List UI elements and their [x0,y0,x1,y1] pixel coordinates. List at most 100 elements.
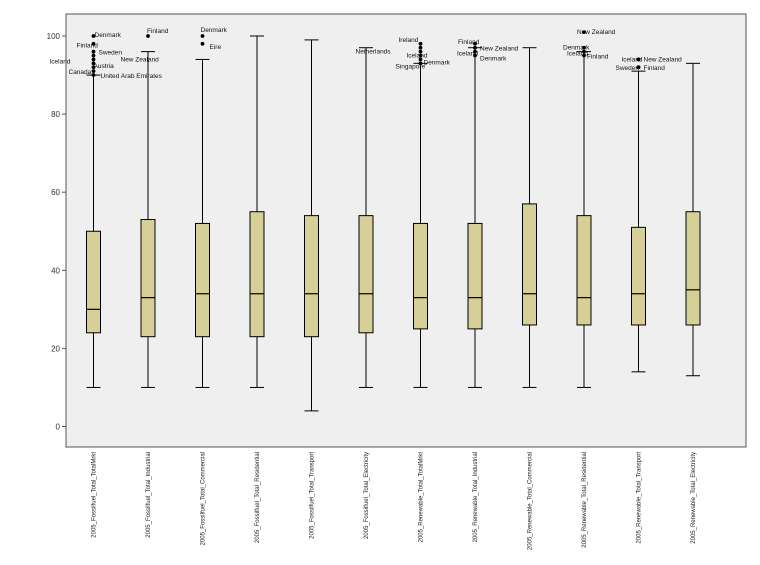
outlier-label: Iceland [407,53,428,60]
y-tick-label: 100 [47,32,61,41]
outlier-point [91,49,96,54]
iqr-box [304,215,319,338]
outlier-point [418,45,423,50]
box-5 [304,39,319,412]
outlier-point [473,45,477,50]
x-category-label: 2005_Fossilfuel_Total_Industrial [146,452,152,538]
outlier-label: Iceland [622,56,643,63]
iqr-box [467,222,483,330]
outlier-label: Finland [147,28,169,35]
iqr-box [358,215,374,334]
iqr-box [249,211,265,338]
outlier-label: Sweden [99,50,123,57]
x-category-label: 2005_Renewable_Total_Electricity [691,452,697,544]
outlier-label: Canada [69,69,92,76]
outlier-point [91,57,96,62]
outlier-point [418,61,423,66]
outlier-label: Austria [94,63,115,70]
y-axis: 0 20 40 60 80 100 [47,32,66,432]
outlier-label: Netherlands [356,49,392,56]
box-12 [685,62,701,377]
outlier-label: Eire [210,44,222,51]
outlier-point [473,49,477,54]
outlier-label: United Arab Emirates [101,73,163,80]
y-tick-label: 60 [51,188,60,197]
y-tick-label: 20 [51,344,60,353]
outlier-label: Iceland [567,51,588,58]
outlier-point [200,41,205,46]
x-category-label: 2005_Fossilfuel_Total_TotalMrkt [92,452,98,538]
iqr-box [576,215,592,326]
box-1 [86,74,101,388]
outlier-point [91,41,96,46]
outlier-label: Denmark [563,45,590,52]
outlier-point [636,65,641,70]
iqr-box [631,226,646,326]
outlier-label: Denmark [201,27,228,34]
x-category-label: 2005_Renewable_Total_Residential [582,452,588,548]
y-tick-label: 40 [51,266,60,275]
outlier-label: New Zealand [577,29,616,36]
x-category-label: 2005_Renewable_Total_Industrial [473,452,479,542]
box-9 [522,47,537,388]
outlier-point [91,69,96,74]
outlier-point [582,53,586,58]
outlier-point [582,45,586,50]
outlier-label: Finland [77,43,99,50]
outlier-point [473,53,477,58]
box-10 [576,51,592,388]
outlier-point [91,65,96,70]
box-11 [631,70,646,373]
outlier-point [91,73,96,77]
box-3 [195,58,210,388]
outlier-label: New Zealand [121,56,160,63]
outlier-point [146,34,150,38]
outlier-label: Ireland [399,37,419,44]
x-category-label: 2005_Renewable_Total_Commercial [528,452,534,550]
x-category-label: 2005_Fossilfuel_Total_Commercial [201,452,207,545]
outlier-point [91,61,96,66]
x-category-label: 2005_Fossilfuel_Total_Residential [255,452,261,543]
x-axis-labels: 2005_Fossilfuel_Total_TotalMrkt 2005_Foss… [92,452,698,550]
outlier-point [91,34,96,38]
outlier-point [582,30,586,34]
x-category-label: 2005_Fossilfuel_Total_Transport [310,452,316,539]
outlier-point [473,41,477,46]
iqr-box [140,219,156,338]
outlier-point [91,53,96,58]
outlier-label: Finland [458,39,480,46]
outlier-label: Finland [644,65,666,72]
box-4 [249,35,265,388]
outlier-label: Singapore [396,63,426,70]
outlier-label: Denmark [424,59,451,66]
outlier-label: Denmark [95,32,122,39]
outlier-point [636,57,641,62]
outlier-label: New Zealand [644,56,683,63]
x-category-label: 2005_Renewable_Total_TotalMrkt [419,452,425,543]
outlier-point [418,49,423,54]
iqr-box [195,222,210,338]
boxes [86,35,701,412]
outlier-label: Iceland [457,51,478,58]
iqr-box [685,211,701,326]
outlier-point [418,41,423,46]
outlier-label: New Zealand [480,46,519,53]
outlier-label: Denmark [480,56,507,63]
outlier-point [582,49,586,54]
x-category-label: 2005_Fossilfuel_Total_Electricity [364,452,370,539]
iqr-box [522,203,537,326]
x-category-label: 2005_Renewable_Total_Transport [637,452,643,544]
box-8 [467,47,483,388]
y-tick-label: 0 [56,423,61,432]
outlier-label: Iceland [50,58,71,65]
y-tick-label: 80 [51,110,60,119]
outlier-point [200,34,205,38]
outlier-label: Finland [587,54,609,61]
iqr-box [413,222,428,330]
box-7 [413,62,428,388]
iqr-box [86,230,101,334]
outlier-point [418,57,423,62]
